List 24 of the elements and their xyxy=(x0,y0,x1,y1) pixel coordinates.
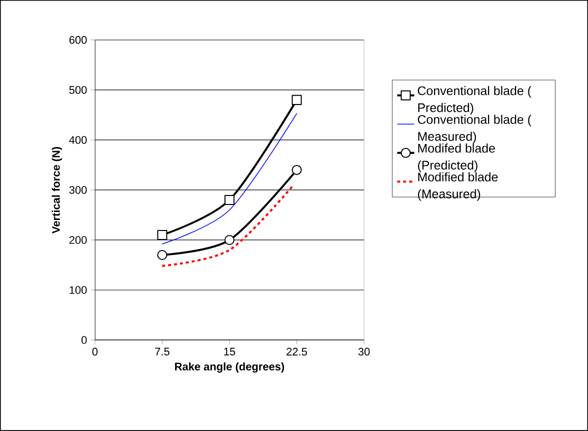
y-tick-label: 600 xyxy=(69,36,87,44)
point xyxy=(292,164,302,175)
point xyxy=(224,194,234,205)
legend-label: Modifed blade (Predicted) xyxy=(418,144,495,172)
legend-label: Conventional blade ( Measured) xyxy=(418,114,532,144)
x-tick-label: 7.5 xyxy=(155,348,170,356)
legend-label: Modified blade (Measured) xyxy=(418,172,498,201)
y-tick-label: 100 xyxy=(70,286,87,294)
y-tick-label: 400 xyxy=(69,136,87,144)
y-tick-label: 200 xyxy=(69,236,87,244)
x-tick-label: 15 xyxy=(224,348,236,356)
y-tick-label: 500 xyxy=(69,86,87,94)
x-axis-title: Rake angle (degrees) xyxy=(175,362,284,373)
point xyxy=(292,94,302,105)
y-axis-title: Vertical force (N) xyxy=(52,146,62,234)
point xyxy=(157,250,168,260)
point xyxy=(224,235,234,246)
x-tick-label: 22.5 xyxy=(286,348,307,356)
x-tick-label: 0 xyxy=(92,348,98,356)
x-tick-label: 30 xyxy=(358,348,370,356)
y-tick-label: 300 xyxy=(69,186,87,194)
y-tick-label: 0 xyxy=(81,336,87,344)
legend-label: Conventional blade ( Predicted) xyxy=(418,86,532,115)
point xyxy=(157,230,168,240)
